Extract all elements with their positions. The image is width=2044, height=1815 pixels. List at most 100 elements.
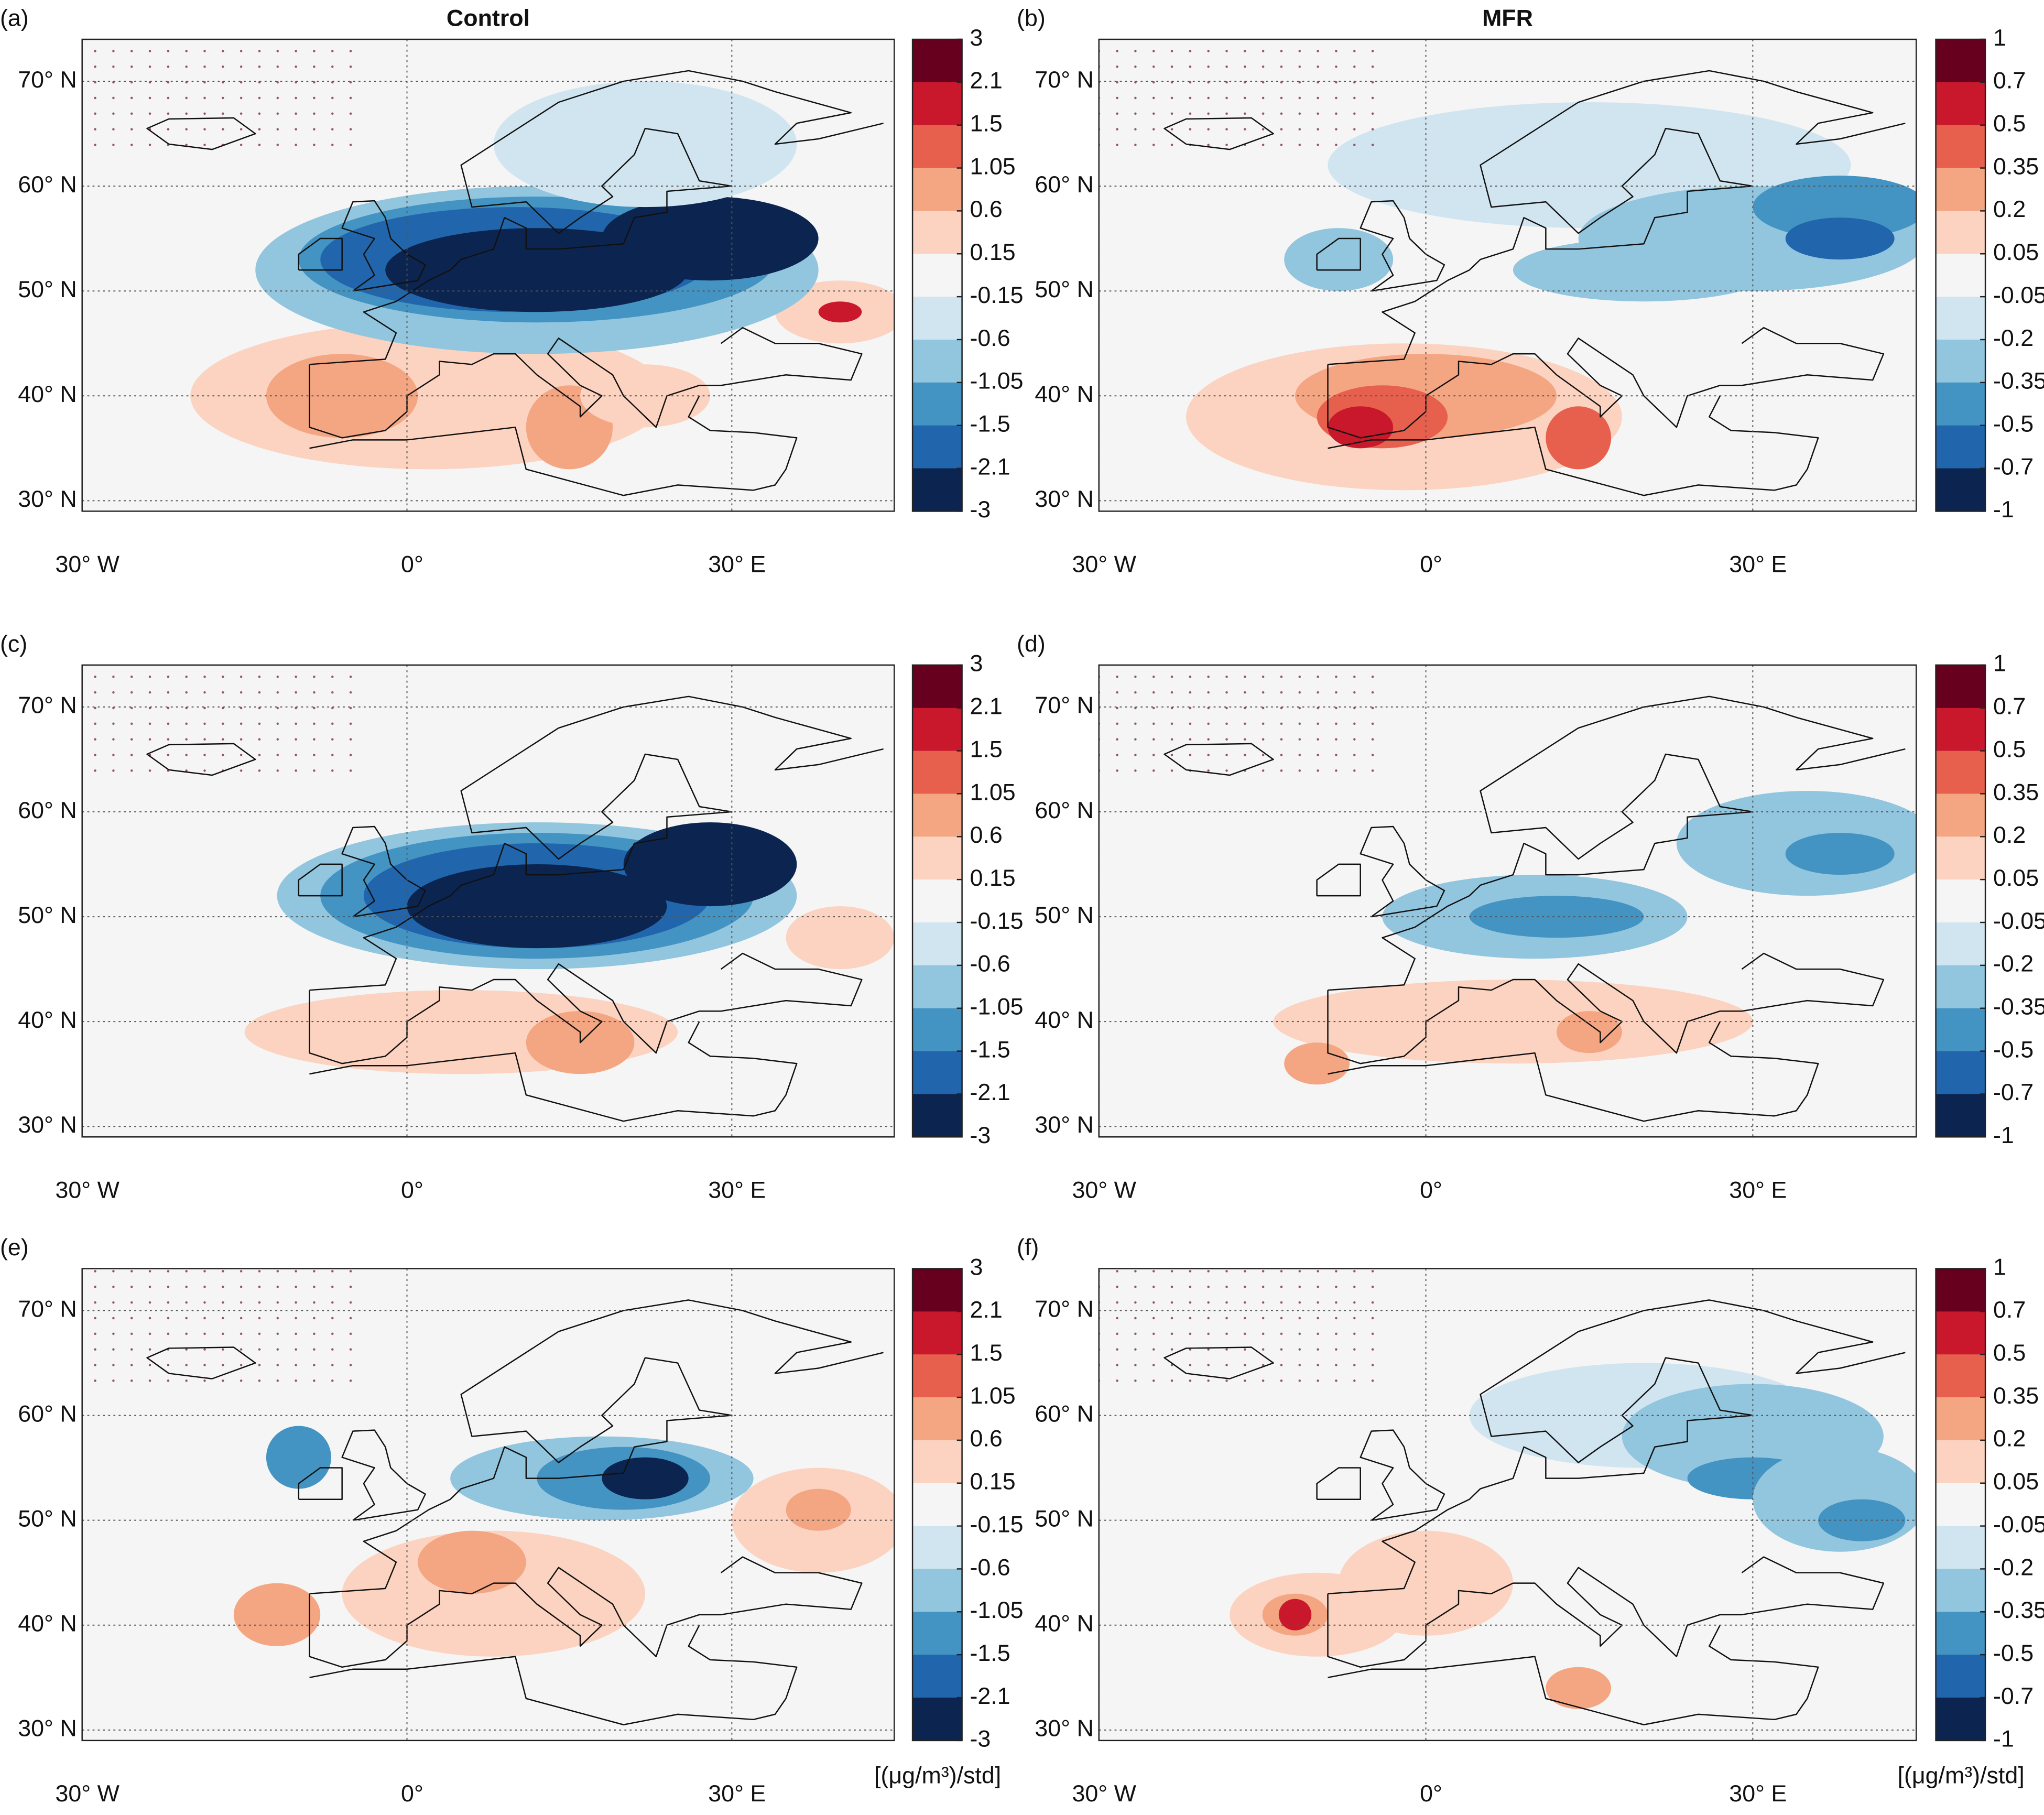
- colorbar-label: 1.05: [970, 153, 1016, 179]
- colorbar-band: [1936, 382, 1986, 426]
- anomaly-region: [602, 1457, 689, 1499]
- anomaly-region: [1785, 833, 1895, 875]
- colorbar-label: -1.05: [970, 368, 1024, 394]
- colorbar-label: 3: [970, 1254, 983, 1280]
- colorbar-band: [912, 922, 962, 966]
- colorbar-band: [912, 1311, 962, 1355]
- colorbar-frame: [911, 38, 963, 512]
- x-tick-label: 30° E: [708, 1780, 766, 1807]
- colorbar-band: [1936, 125, 1986, 169]
- colorbar-label: 0.7: [1993, 1297, 2026, 1323]
- colorbar-band: [912, 965, 962, 1009]
- colorbar-label: -0.15: [970, 1511, 1024, 1537]
- x-tick-label: 30° E: [1729, 551, 1787, 578]
- coastline: [1164, 1346, 1274, 1379]
- y-tick-label: 50° N: [18, 276, 77, 302]
- y-tick-label: 30° N: [18, 1112, 77, 1138]
- colorbar-label: 0.6: [970, 196, 1003, 222]
- x-tick-label: 30° E: [1729, 1780, 1787, 1807]
- coastline: [341, 825, 426, 918]
- y-tick-label: 40° N: [1035, 381, 1093, 407]
- colorbar-label: 0.35: [1993, 153, 2039, 179]
- colorbar-label: -2.1: [970, 1683, 1010, 1709]
- x-tick-label: 30° E: [708, 1177, 766, 1203]
- colorbar-band: [912, 1569, 962, 1613]
- colorbar-band: [912, 297, 962, 341]
- coastline: [146, 117, 256, 150]
- x-tick-label: 0°: [1420, 1177, 1442, 1203]
- stipple: [1099, 665, 1385, 783]
- y-tick-label: 70° N: [18, 1296, 77, 1322]
- y-tick-label: 60° N: [1035, 1400, 1093, 1427]
- panel-label: (e): [0, 1234, 29, 1260]
- coastline: [1164, 743, 1274, 776]
- panel-label: (b): [1017, 5, 1046, 31]
- colorbar-label: -0.5: [1993, 1640, 2034, 1666]
- colorbar-band: [1936, 1612, 1986, 1656]
- coastline: [146, 1346, 256, 1379]
- colorbar-label: -0.6: [970, 951, 1010, 977]
- anomaly-region: [266, 1426, 331, 1489]
- colorbar-band: [1936, 254, 1986, 298]
- colorbar-frame: [1935, 1268, 1986, 1742]
- colorbar-label: -0.15: [970, 908, 1024, 934]
- colorbar-band: [1936, 1311, 1986, 1355]
- colorbar-label: 0.05: [1993, 1469, 2039, 1495]
- colorbar-label: -0.5: [1993, 410, 2034, 437]
- colorbar-band: [1936, 1697, 1986, 1742]
- anomaly-region: [1513, 238, 1775, 302]
- coastline: [341, 200, 426, 292]
- colorbar-band: [912, 836, 962, 881]
- map-frame: [81, 664, 895, 1138]
- colorbar-frame: [1935, 664, 1986, 1138]
- colorbar-label: -3: [970, 1726, 991, 1752]
- x-tick-label: 30° W: [55, 1780, 119, 1807]
- colorbar-label: 0.35: [1993, 779, 2039, 805]
- y-tick-label: 50° N: [1035, 1505, 1093, 1531]
- colorbar-label: 1.05: [970, 779, 1016, 805]
- colorbar-band: [912, 382, 962, 426]
- colorbar-band: [1936, 1354, 1986, 1398]
- coastline: [309, 1299, 884, 1595]
- y-tick-label: 30° N: [1035, 486, 1093, 512]
- colorbar-band: [912, 1051, 962, 1095]
- anomaly-region: [580, 364, 711, 428]
- colorbar-label: -0.7: [1993, 1683, 2034, 1709]
- colorbar-label: 2.1: [970, 1297, 1003, 1323]
- colorbar-label: 1.5: [970, 1340, 1003, 1366]
- anomaly-region: [407, 864, 667, 949]
- map-frame: [81, 1268, 895, 1742]
- colorbar-band: [1936, 1483, 1986, 1527]
- colorbar-label: -0.35: [1993, 994, 2044, 1020]
- colorbar-band: [1936, 1655, 1986, 1699]
- colorbar-label: 0.7: [1993, 68, 2026, 94]
- colorbar-label: -1: [1993, 1122, 2014, 1148]
- colorbar-band: [912, 794, 962, 838]
- colorbar-label: -0.2: [1993, 1554, 2034, 1580]
- colorbar-label: -0.05: [1993, 908, 2044, 934]
- stipple: [82, 39, 367, 158]
- x-tick-label: 0°: [401, 1780, 423, 1807]
- coastline: [309, 395, 798, 496]
- colorbar-label: -1.5: [970, 1640, 1010, 1666]
- colorbar-label: 0.15: [970, 239, 1016, 265]
- anomaly-region: [493, 81, 797, 208]
- coastline: [309, 1625, 798, 1725]
- coastline: [1164, 117, 1274, 150]
- colorbar-label: -3: [970, 1122, 991, 1148]
- y-tick-label: 30° N: [1035, 1715, 1093, 1742]
- colorbar-label: -0.35: [1993, 368, 2044, 394]
- colorbar-band: [1936, 965, 1986, 1009]
- y-tick-label: 60° N: [18, 1400, 77, 1427]
- colorbar-band: [1936, 1397, 1986, 1441]
- coastline: [1316, 237, 1361, 271]
- colorbar-band: [912, 879, 962, 923]
- panel-label: (f): [1017, 1234, 1039, 1260]
- coastline: [1328, 1625, 1819, 1725]
- colorbar-frame: [1935, 38, 1986, 512]
- colorbar-label: -1.5: [970, 1036, 1010, 1062]
- y-tick-label: 40° N: [1035, 1611, 1093, 1637]
- anomaly-region: [1278, 1599, 1312, 1631]
- y-tick-label: 70° N: [18, 692, 77, 719]
- colorbar-band: [912, 1397, 962, 1441]
